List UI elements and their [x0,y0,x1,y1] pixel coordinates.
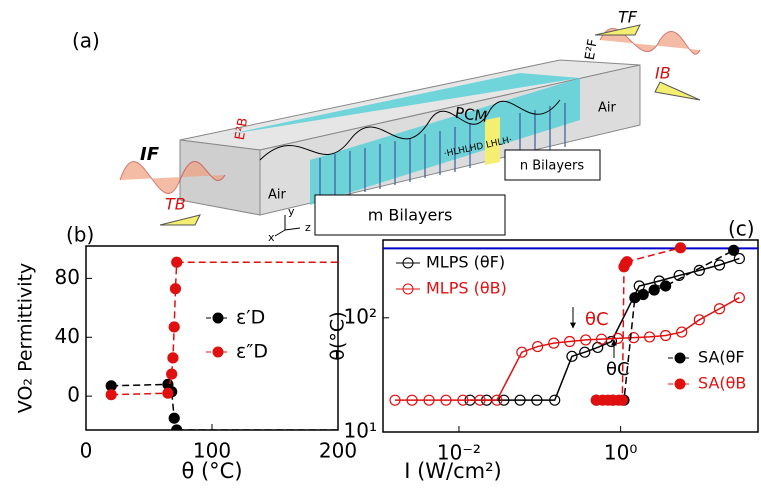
transmission-label: TB [165,195,186,214]
axis-label: x [268,231,275,244]
y-tick-label: 10¹ [344,419,377,443]
data-point [172,425,182,435]
data-point [168,353,178,363]
x-tick-label: 10⁰ [604,441,637,465]
arrow-ib [655,82,700,100]
x-axis-label: I (W/cm²) [404,459,502,483]
data-point [170,284,180,294]
data-point [622,257,632,267]
bracket-label: m Bilayers [368,206,453,225]
legend-marker [213,347,223,357]
chart: 010020004080(b)θ (°C)VO₂ Permittivityε′D… [15,223,358,484]
y-tick-label: 80 [55,265,80,289]
legend-marker [675,379,685,389]
panel-label: (a) [72,29,100,53]
data-point [729,245,739,255]
data-point [167,369,177,379]
plot-frame [86,246,338,430]
x-axis-label: θ (°C) [181,459,242,483]
arrow-tb [160,215,200,225]
diagram: (a) PCM Air Air IF TF IB TB E²B E²F ·HLH… [72,8,700,245]
series-line [395,298,739,400]
legend-label: MLPS (θB) [426,279,507,298]
y-tick-label: 0 [67,383,80,407]
y-tick-label: 10² [344,304,377,328]
transmission-label: TF [618,8,638,27]
legend-marker [213,313,223,323]
panel-label: (c) [728,217,755,241]
data-point [649,285,659,295]
y-axis-label: θ(°C) [327,311,349,360]
legend-label: MLPS (θF) [426,253,505,272]
annotation: θC [606,359,630,380]
arrow-tf [595,25,640,35]
data-point [617,395,627,405]
bracket-label: n Bilayers [520,159,585,174]
data-point [638,289,648,299]
data-point [106,390,116,400]
axes-triad [275,215,300,236]
x-tick-label: 0 [80,439,93,463]
data-point [163,388,173,398]
legend-label: SA(θB [698,374,746,393]
legend-label: SA(θF [698,348,745,367]
data-point [675,243,685,253]
intensity-label: IF [140,144,160,165]
data-point [172,257,182,267]
annotation: θC [585,309,609,330]
panel-label: (b) [66,223,94,247]
axis-label: y [288,205,295,218]
plot [106,257,338,435]
air-label: Air [268,188,287,203]
legend-label: ε′D [236,307,265,329]
figure: (a) PCM Air Air IF TF IB TB E²B E²F ·HLH… [0,0,761,497]
intensity-label: IB [655,64,671,83]
y-axis-label: VO₂ Permittivity [15,263,37,413]
y-tick-label: 40 [55,324,80,348]
axis-label: z [305,221,311,234]
air-label: Air [598,101,617,116]
field-label: E²F [583,38,601,61]
legend-marker [675,353,685,363]
legend-label: ε″D [236,341,268,363]
data-point [661,281,671,291]
data-point [169,413,179,423]
data-point [169,322,179,332]
